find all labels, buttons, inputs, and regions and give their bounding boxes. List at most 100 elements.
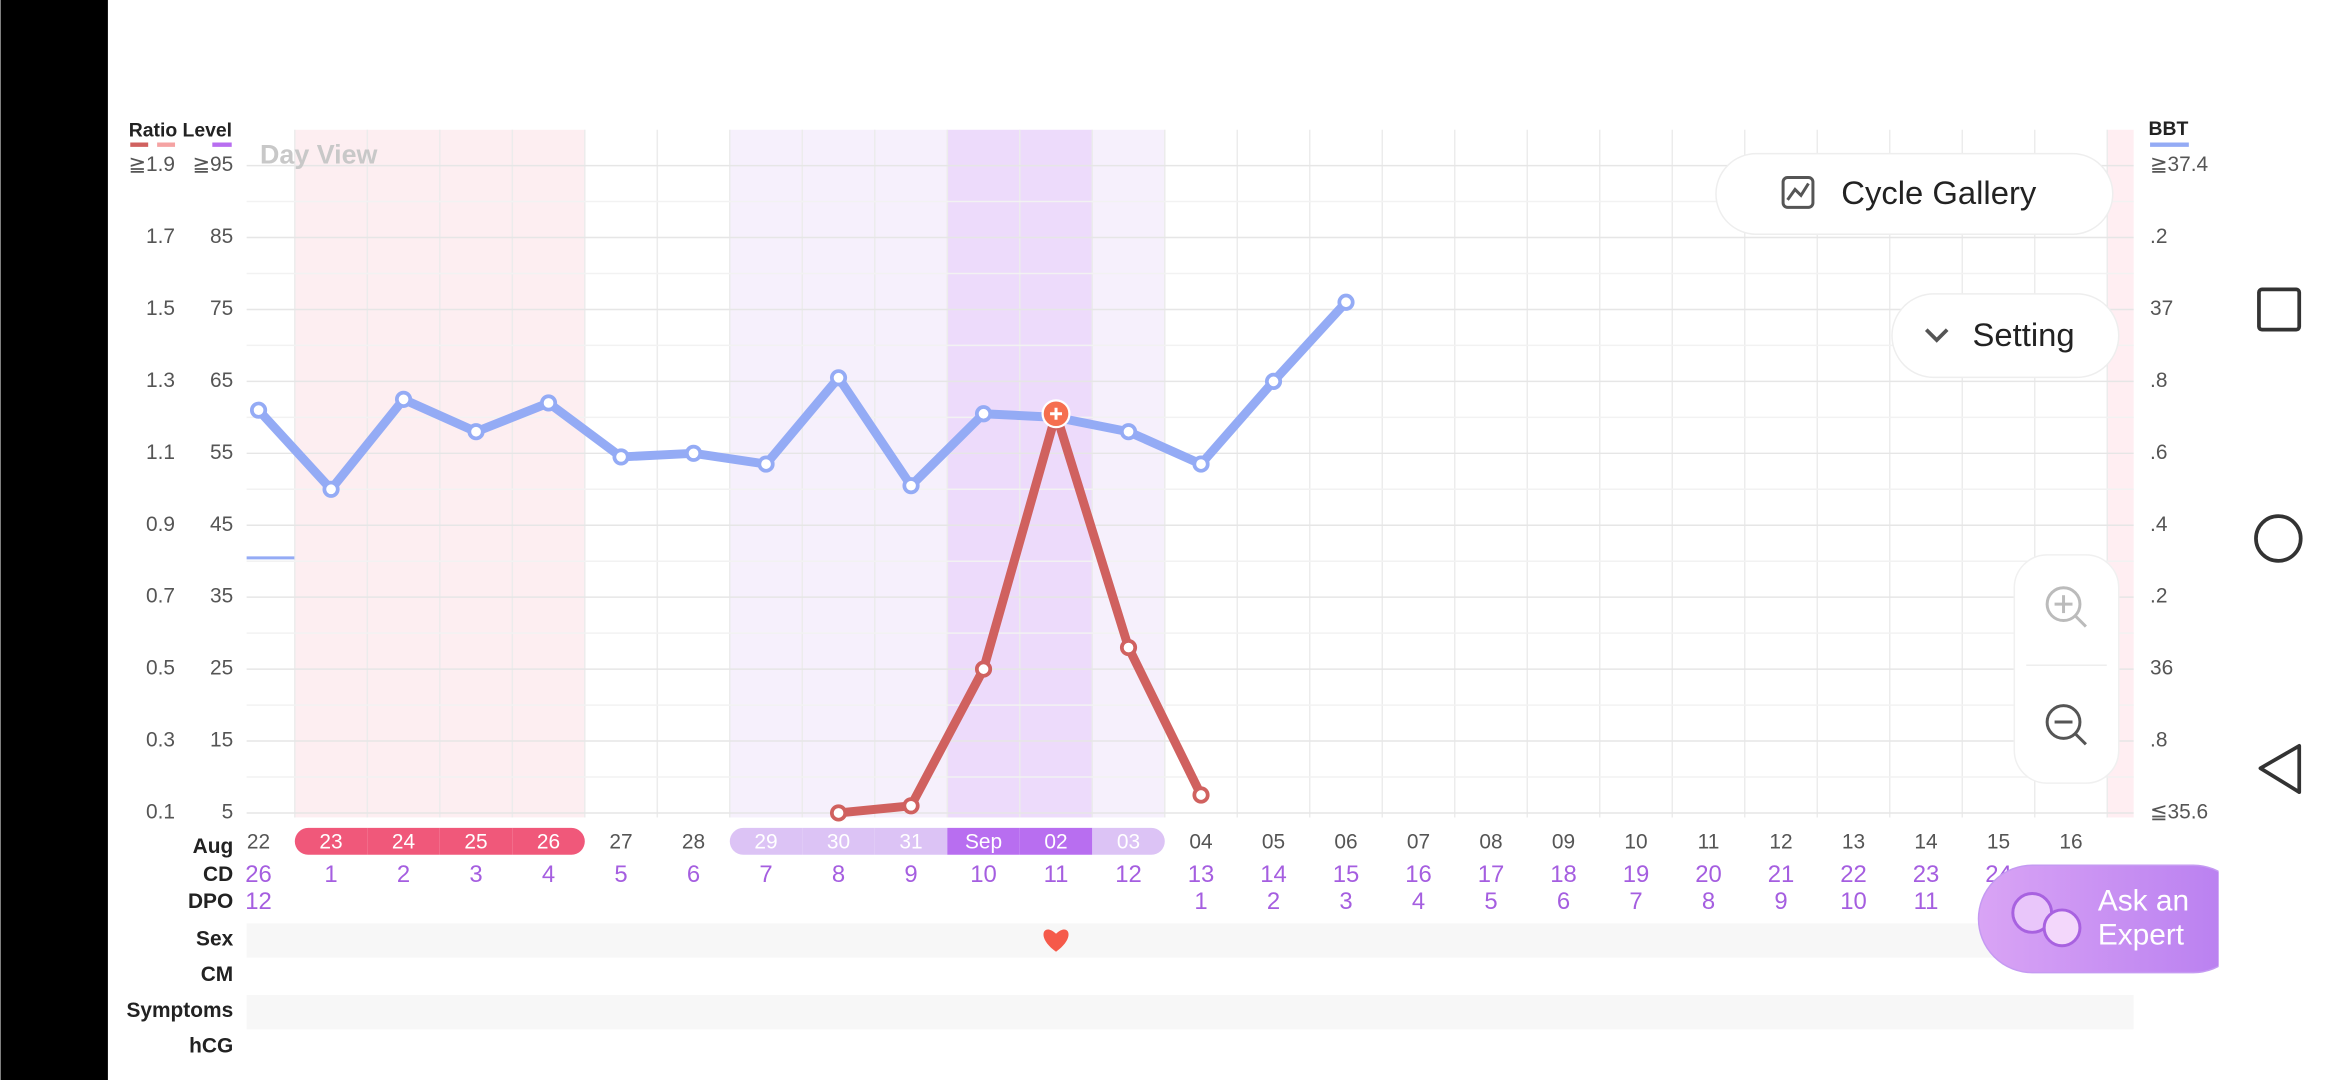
y-tick-label: 0.5 <box>146 657 175 680</box>
cd-value: 18 <box>1550 861 1577 888</box>
nav-back[interactable] <box>2258 743 2302 794</box>
y-tick-label: 0.7 <box>146 585 175 608</box>
day-pill <box>1092 827 1165 855</box>
cd-value: 1 <box>324 861 337 888</box>
row-bg <box>246 994 2134 1030</box>
button-label[interactable]: Setting <box>1973 316 2075 353</box>
data-point <box>249 401 268 419</box>
data-point <box>467 423 485 441</box>
phase-bands <box>294 129 1165 818</box>
phase-band <box>729 129 803 818</box>
cd-value: 13 <box>1188 861 1215 888</box>
cd-value: 21 <box>1768 861 1795 888</box>
dpo-value: 11 <box>1914 888 1939 915</box>
data-point <box>1192 455 1210 473</box>
x-tick-label: 07 <box>1407 830 1430 853</box>
x-tick-label: 26 <box>537 830 560 853</box>
zoom-in[interactable] <box>2045 586 2087 628</box>
setting-button[interactable]: Setting <box>1891 293 2120 379</box>
ask-expert-button[interactable]: Ask an Expert <box>1977 864 2248 974</box>
phase-band <box>947 129 1020 818</box>
zoom-panel <box>2013 554 2120 784</box>
x-tick-label: 23 <box>319 830 342 853</box>
x-tick-label: 06 <box>1334 830 1357 853</box>
dpo-value: 1 <box>1194 888 1207 915</box>
x-tick-label: 09 <box>1552 830 1575 853</box>
dpo-value: 5 <box>1484 888 1497 915</box>
cd-value: 5 <box>614 861 627 888</box>
data-point <box>1119 638 1138 657</box>
cd-value: 6 <box>687 861 700 888</box>
level-tick-label: 15 <box>210 729 233 752</box>
x-tick-label: 11 <box>1698 830 1720 853</box>
x-tick-label: 04 <box>1189 830 1212 853</box>
y-tick-label: 1.5 <box>146 297 175 320</box>
peak-plus <box>1050 407 1062 420</box>
cycle-gallery-button[interactable]: Cycle Gallery <box>1715 152 2114 235</box>
dpo-value: 6 <box>1557 888 1570 915</box>
y2-tick-label: 37 <box>2150 297 2173 320</box>
day-pill <box>367 827 440 855</box>
cd-value: 22 <box>1840 861 1867 888</box>
level-tick-label: 55 <box>210 441 233 464</box>
button-bg[interactable] <box>1715 152 2114 235</box>
phase-band <box>367 129 440 818</box>
y-tick-label: 0.3 <box>146 729 175 752</box>
nav-home[interactable] <box>2254 514 2303 563</box>
x-tick-label: 05 <box>1262 830 1285 853</box>
phase-band <box>1092 129 1165 818</box>
button-label[interactable]: Cycle Gallery <box>1841 174 2037 211</box>
x-tick-label: 15 <box>1987 830 2010 853</box>
axis-label: Ratio <box>129 119 178 141</box>
row-label: hCG <box>189 1035 233 1058</box>
y-tick-label: 0.9 <box>146 513 175 536</box>
plot <box>249 293 1355 822</box>
x-tick-label: 02 <box>1044 830 1067 853</box>
y-tick-label: 1.3 <box>146 369 175 392</box>
nav-bar <box>2218 0 2340 1080</box>
data-point <box>1192 786 1210 804</box>
level-tick-label: 5 <box>222 800 234 823</box>
dpo-value: 12 <box>245 888 272 915</box>
cd-value: 14 <box>1260 861 1287 888</box>
zoom-out[interactable] <box>2045 704 2087 746</box>
y2-tick-label: .6 <box>2150 441 2167 464</box>
x-tick-label: 16 <box>2059 830 2082 853</box>
x-tick-label: 24 <box>392 830 415 853</box>
button-label[interactable]: Expert <box>2098 919 2185 952</box>
y2-tick-label: .2 <box>2150 225 2167 248</box>
button-bg[interactable] <box>1891 293 2120 379</box>
data-point <box>539 394 558 412</box>
data-point <box>1119 423 1138 441</box>
gallery-icon <box>1781 176 1815 209</box>
day-pill <box>947 827 1020 855</box>
y2-tick-label: ≧37.4 <box>2150 153 2208 176</box>
row-label: DPO <box>188 890 233 913</box>
button-label[interactable]: Ask an <box>2098 884 2189 917</box>
y-tick-label: ≧1.9 <box>129 153 176 176</box>
phase-band <box>874 129 948 818</box>
cd-value: 23 <box>1913 861 1940 888</box>
x-tick-label: 14 <box>1914 830 1937 853</box>
day-pill <box>1019 827 1093 855</box>
x-tick-label: 28 <box>682 830 705 853</box>
data-point <box>902 477 920 495</box>
dpo-value: 2 <box>1267 888 1280 915</box>
x-tick-label: 27 <box>609 830 632 853</box>
sex-heart <box>1043 929 1069 952</box>
data-point <box>1337 293 1355 311</box>
gallery-icon <box>1786 182 1810 201</box>
left-edge <box>0 0 108 1080</box>
dpo-value: 8 <box>1702 888 1715 915</box>
x-tick-label: 29 <box>754 830 777 853</box>
level-tick-label: ≧95 <box>192 153 233 176</box>
row-bg <box>246 923 2134 958</box>
level-tick-label: 85 <box>210 225 233 248</box>
day-pill <box>439 827 513 855</box>
nav-recent[interactable] <box>2257 287 2302 332</box>
cd-value: 7 <box>759 861 772 888</box>
level-tick-label: 75 <box>210 297 233 320</box>
phase-band <box>512 129 585 818</box>
